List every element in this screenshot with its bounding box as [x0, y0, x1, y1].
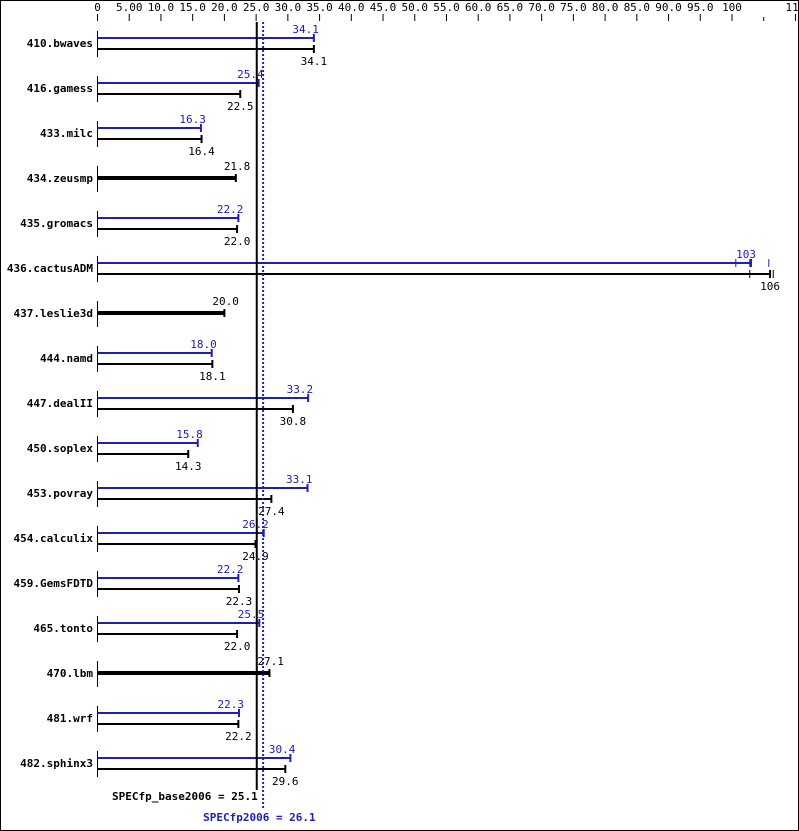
benchmark-label: 481.wrf [47, 712, 93, 725]
peak-value-label: 25.4 [237, 68, 264, 81]
base-value-label: 22.0 [224, 235, 251, 248]
base-value-label: 16.4 [188, 145, 215, 158]
x-tick-label: 40.0 [338, 1, 365, 14]
peak-value-label: 25.5 [238, 608, 265, 621]
x-tick-label: 5.00 [116, 1, 143, 14]
x-tick-label: 80.0 [592, 1, 619, 14]
base-value-label: 30.8 [280, 415, 307, 428]
x-tick-label: 70.0 [528, 1, 555, 14]
x-tick-label: 15.0 [179, 1, 206, 14]
x-tick-label: 110 [786, 1, 799, 14]
peak-value-label: 33.1 [286, 473, 313, 486]
base-value-label: 29.6 [272, 775, 299, 788]
x-tick-label: 85.0 [624, 1, 651, 14]
base-value-label: 24.9 [242, 550, 269, 563]
base-value-label: 27.4 [258, 505, 285, 518]
base-value-label: 22.3 [226, 595, 253, 608]
x-tick-label: 45.0 [370, 1, 397, 14]
peak-value-label: 103 [736, 248, 756, 261]
base-value-label: 21.8 [224, 160, 251, 173]
benchmark-label: 435.gromacs [20, 217, 93, 230]
base-value-label: 18.1 [199, 370, 226, 383]
benchmark-label: 410.bwaves [27, 37, 93, 50]
base-value-label: 20.0 [212, 295, 239, 308]
x-tick-label: 25.0 [243, 1, 270, 14]
x-tick-label: 35.0 [306, 1, 333, 14]
benchmark-label: 434.zeusmp [27, 172, 94, 185]
base-value-label: 22.5 [227, 100, 254, 113]
base-reference-label: SPECfp_base2006 = 25.1 [112, 790, 258, 803]
benchmark-label: 450.soplex [27, 442, 94, 455]
peak-value-label: 22.3 [217, 698, 244, 711]
peak-value-label: 22.2 [217, 563, 244, 576]
peak-value-label: 26.2 [242, 518, 269, 531]
x-tick-label: 10.0 [148, 1, 175, 14]
x-tick-label: 30.0 [275, 1, 302, 14]
x-tick-label: 75.0 [560, 1, 587, 14]
benchmark-label: 433.milc [40, 127, 93, 140]
benchmark-label: 459.GemsFDTD [14, 577, 94, 590]
x-tick-label: 20.0 [211, 1, 238, 14]
benchmark-label: 465.tonto [33, 622, 93, 635]
peak-value-label: 16.3 [179, 113, 206, 126]
base-value-label: 106 [760, 280, 780, 293]
base-value-label: 34.1 [301, 55, 328, 68]
base-value-label: 27.1 [257, 655, 284, 668]
x-tick-label: 90.0 [655, 1, 682, 14]
x-tick-label: 95.0 [687, 1, 714, 14]
base-value-label: 14.3 [175, 460, 202, 473]
peak-value-label: 15.8 [176, 428, 203, 441]
base-value-label: 22.0 [224, 640, 251, 653]
benchmark-label: 436.cactusADM [7, 262, 93, 275]
x-tick-label: 50.0 [402, 1, 429, 14]
x-tick-label: 60.0 [465, 1, 492, 14]
peak-value-label: 18.0 [190, 338, 217, 351]
peak-value-label: 22.2 [217, 203, 244, 216]
benchmark-label: 437.leslie3d [14, 307, 93, 320]
peak-value-label: 30.4 [269, 743, 296, 756]
benchmark-label: 470.lbm [47, 667, 94, 680]
peak-value-label: 33.2 [287, 383, 314, 396]
benchmark-label: 454.calculix [14, 532, 94, 545]
peak-value-label: 34.1 [292, 23, 319, 36]
base-value-label: 22.2 [225, 730, 252, 743]
peak-reference-label: SPECfp2006 = 26.1 [203, 811, 316, 824]
x-tick-label: 100 [722, 1, 742, 14]
benchmark-label: 453.povray [27, 487, 94, 500]
x-tick-label: 0 [94, 1, 101, 14]
x-tick-label: 55.0 [433, 1, 460, 14]
benchmark-label: 416.gamess [27, 82, 93, 95]
benchmark-label: 447.dealII [27, 397, 93, 410]
benchmark-label: 482.sphinx3 [20, 757, 93, 770]
benchmark-label: 444.namd [40, 352, 93, 365]
x-tick-label: 65.0 [497, 1, 524, 14]
